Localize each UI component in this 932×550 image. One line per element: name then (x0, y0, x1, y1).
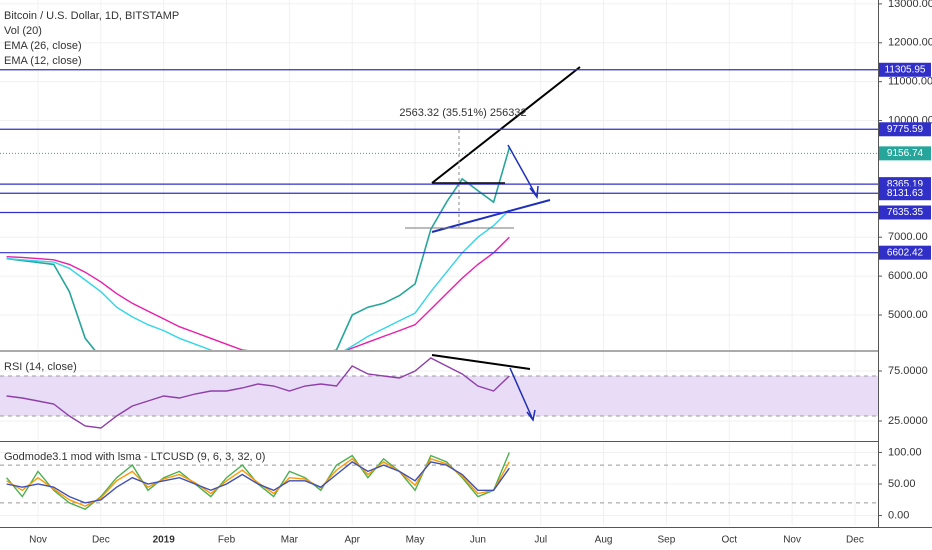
series-line (6, 461, 510, 504)
x-tick-label: Dec (846, 535, 864, 546)
arrow (507, 144, 538, 198)
series-line (6, 357, 510, 429)
last-price-box (879, 146, 931, 161)
y-tick-label: 75.0000 (888, 365, 928, 377)
x-tick-label: Mar (281, 535, 299, 546)
drawings (405, 66, 581, 422)
trend-line (431, 354, 531, 370)
x-tick-label: Nov (783, 535, 801, 546)
x-tick-label: Nov (29, 535, 47, 546)
level-label: 8131.63 (887, 188, 924, 199)
arrow-head (529, 185, 539, 199)
x-tick-label: 2019 (153, 535, 176, 546)
indicator-label: Vol (20) (4, 25, 42, 37)
godmode-pane (0, 443, 878, 525)
level-label-box (879, 186, 931, 201)
x-tick-label: May (406, 535, 425, 546)
level-label-box (879, 205, 931, 220)
y-tick-label: 25.0000 (888, 415, 928, 427)
indicator-label: EMA (26, close) (4, 40, 82, 52)
price-pane (0, 0, 878, 350)
measure-annotation: 2563.32 (35.51%) 256332 (399, 107, 526, 119)
series-line (6, 236, 510, 350)
y-tick-label: 50.00 (888, 478, 916, 490)
rsi-pane (0, 352, 878, 440)
indicator-label: EMA (12, close) (4, 55, 82, 67)
trend-line (431, 199, 551, 233)
x-tick-label: Sep (658, 535, 676, 546)
series-line (6, 209, 510, 350)
level-label-box (879, 245, 931, 260)
pane-title: Godmode3.1 mod with lsma - LTCUSD (9, 6,… (4, 451, 265, 463)
level-label: 6602.42 (887, 247, 924, 258)
level-label: 7635.35 (887, 207, 924, 218)
x-tick-label: Apr (344, 535, 360, 546)
x-tick-label: Feb (218, 535, 236, 546)
level-label-box (879, 122, 931, 137)
series-line (6, 147, 511, 350)
y-tick-label: 13000.00 (888, 0, 932, 10)
series-line (6, 457, 510, 507)
trend-line (431, 66, 581, 184)
x-tick-label: Aug (595, 535, 613, 546)
y-tick-label: 5000.00 (888, 309, 928, 321)
y-tick-label: 100.00 (888, 446, 922, 458)
level-label-box (879, 62, 931, 77)
x-tick-label: Jun (470, 535, 486, 546)
level-label: 11305.95 (885, 64, 926, 75)
x-tick-label: Jul (534, 535, 547, 546)
y-tick-label: 12000.00 (888, 37, 932, 49)
rsi-band (0, 376, 878, 416)
symbol-title: Bitcoin / U.S. Dollar, 1D, BITSTAMP (4, 10, 179, 22)
y-tick-label: 6000.00 (888, 270, 928, 282)
x-tick-label: Dec (92, 535, 110, 546)
level-label: 9775.59 (887, 124, 924, 135)
last-price-label: 9156.74 (887, 148, 924, 159)
level-label: 8365.19 (887, 179, 924, 190)
y-tick-label: 7000.00 (888, 231, 928, 243)
arrow (509, 367, 534, 421)
y-tick-label: 0.00 (888, 509, 909, 521)
pane-title: RSI (14, close) (4, 361, 77, 373)
x-tick-label: Oct (721, 535, 737, 546)
arrow-head (526, 409, 536, 422)
y-tick-label: 11000.00 (888, 76, 932, 88)
